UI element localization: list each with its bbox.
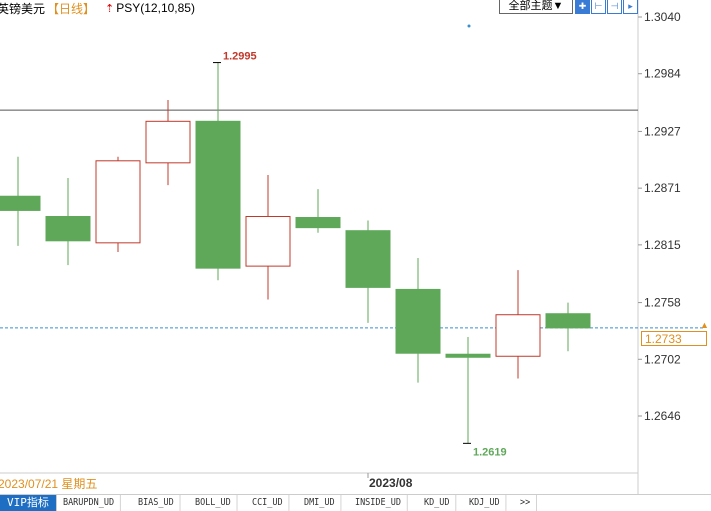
y-tick-label: 1.2871 bbox=[644, 181, 681, 195]
tab-bias[interactable]: BIAS_UD bbox=[132, 495, 181, 511]
candle-body bbox=[245, 216, 291, 267]
low-label: 1.2619 bbox=[473, 446, 507, 458]
candlestick-chart[interactable]: 1.3040 1.2984 1.2927 1.2871 1.2815 1.2758 1.27… bbox=[0, 0, 711, 494]
candle-body bbox=[0, 195, 41, 211]
chart-header: 英镑美元 【日线】 ⇡ PSY(12,10,85) bbox=[0, 0, 195, 16]
candle-body bbox=[195, 120, 241, 269]
tab-cci[interactable]: CCI_UD bbox=[246, 495, 290, 511]
candle-body bbox=[545, 313, 591, 329]
cursor-date: 2023/07/21 星期五 bbox=[0, 477, 98, 491]
tab-dmi[interactable]: DMI_UD bbox=[298, 495, 341, 511]
tab-boll[interactable]: BOLL_UD bbox=[189, 495, 238, 511]
y-tick-label: 1.2984 bbox=[644, 67, 681, 81]
indicator-tabs: VIP指标 BARUPDN_UD BIAS_UD BOLL_UD CCI_UD … bbox=[0, 494, 711, 511]
candle-body bbox=[345, 230, 391, 288]
tab-inside[interactable]: INSIDE_UD bbox=[349, 495, 408, 511]
candle-body bbox=[495, 314, 541, 357]
tab-kdj[interactable]: KDJ_UD bbox=[463, 495, 507, 511]
y-tick-label: 1.2815 bbox=[644, 238, 681, 252]
tab-more[interactable]: >> bbox=[514, 495, 538, 511]
y-tick-label: 1.2927 bbox=[644, 124, 681, 138]
candle-body bbox=[445, 353, 491, 358]
theme-dropdown[interactable]: 全部主题▼ bbox=[499, 0, 573, 14]
candle-body bbox=[295, 217, 341, 229]
tab-barupdn[interactable]: BARUPDN_UD bbox=[57, 495, 121, 511]
forward-icon[interactable]: ▸ bbox=[623, 0, 638, 14]
indicator-label[interactable]: PSY(12,10,85) bbox=[116, 1, 195, 15]
y-tick-label: 1.2758 bbox=[644, 296, 681, 310]
y-tick-label: 1.2702 bbox=[644, 352, 681, 366]
symbol-title: 英镑美元 bbox=[0, 1, 46, 16]
zoom-in-icon[interactable]: ⊢ bbox=[591, 0, 606, 14]
up-arrow-icon: ⇡ bbox=[105, 2, 115, 15]
tab-kd[interactable]: KD_UD bbox=[418, 495, 457, 511]
high-label: 1.2995 bbox=[223, 51, 257, 63]
candle-body bbox=[395, 288, 441, 354]
candle-body bbox=[95, 160, 141, 244]
y-tick-label: 1.3040 bbox=[644, 10, 681, 24]
current-price-label: 1.2733 bbox=[641, 331, 707, 346]
period-label[interactable]: 【日线】 bbox=[47, 1, 96, 16]
tab-vip[interactable]: VIP指标 bbox=[0, 495, 57, 511]
signal-dot bbox=[467, 24, 471, 28]
price-marker-icon: ▲ bbox=[700, 320, 709, 330]
month-label: 2023/08 bbox=[369, 476, 413, 490]
candle-body bbox=[145, 120, 191, 164]
candle-body bbox=[45, 216, 91, 242]
zoom-out-icon[interactable]: ⊣ bbox=[607, 0, 622, 14]
y-tick-label: 1.2646 bbox=[644, 409, 681, 423]
grid-icon[interactable]: ✚ bbox=[575, 0, 590, 14]
